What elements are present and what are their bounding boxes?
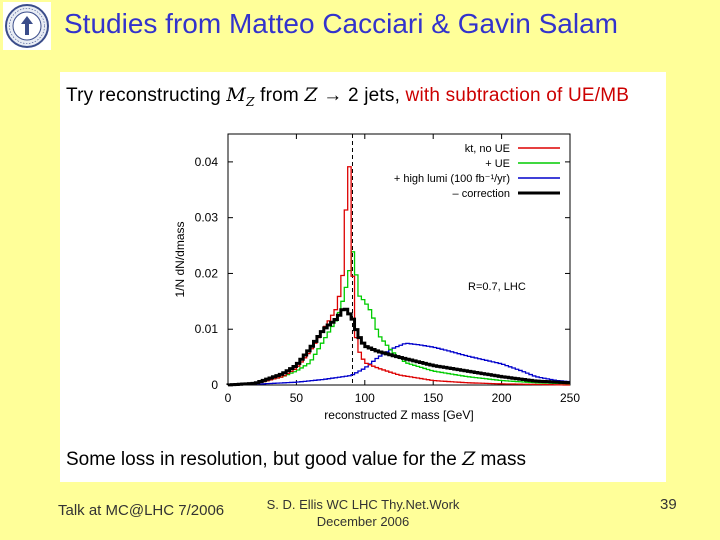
legend-label: – correction: [453, 188, 510, 200]
heading-z-symbol: Z: [304, 84, 318, 106]
y-tick-label: 0.02: [195, 266, 219, 280]
y-tick-label: 0: [211, 378, 218, 392]
footer-author: S. D. Ellis WC LHC Thy.Net.Work December…: [248, 496, 478, 530]
x-axis-label: reconstructed Z mass [GeV]: [324, 408, 473, 422]
x-tick-label: 100: [355, 391, 375, 405]
series-line-3: [227, 342, 570, 386]
y-axis-label: 1/N dN/dmass: [173, 221, 187, 297]
y-tick-label: 0.04: [195, 155, 219, 169]
y-tick-label: 0.03: [195, 211, 219, 225]
legend-label: + UE: [485, 158, 510, 170]
heading-prefix: Try reconstructing: [66, 85, 227, 106]
plot-annotation: R=0.7, LHC: [468, 281, 526, 293]
footer-talk-info: Talk at MC@LHC 7/2006: [58, 502, 225, 519]
x-tick-label: 50: [290, 391, 304, 405]
figure-panel: Try reconstructing MZ from Z → 2 jets, w…: [60, 72, 666, 482]
series-line-4: [226, 307, 570, 387]
mass-distribution-chart: 0 50 100 150 200 250 0 0.01 0.02 0.03 0.04 reconstr…: [173, 133, 580, 422]
legend-label: + high lumi (100 fb⁻¹/yr): [394, 173, 510, 185]
slide-title: Studies from Matteo Cacciari & Gavin Sal…: [64, 8, 618, 39]
x-tick-label: 0: [225, 391, 232, 405]
plot-frame: [227, 133, 571, 386]
heading-from: from: [254, 85, 305, 106]
figure-caption: Some loss in resolution, but good value …: [66, 448, 526, 471]
footer-author-line: S. D. Ellis WC LHC Thy.Net.Work: [266, 497, 460, 512]
university-seal-logo: [3, 2, 51, 50]
x-tick-label: 200: [492, 391, 512, 405]
page-number: 39: [660, 496, 677, 513]
series-line-2: [227, 251, 570, 386]
x-tick-label: 150: [423, 391, 443, 405]
footer-date: December 2006: [316, 514, 410, 529]
caption-suffix: mass: [475, 449, 526, 470]
heading-mz-symbol: MZ: [226, 84, 255, 109]
heading-arrow: → 2 jets,: [317, 85, 406, 106]
series-line-1: [227, 166, 570, 386]
heading-highlight: with subtraction of UE/MB: [405, 85, 630, 106]
y-tick-label: 0.01: [195, 322, 219, 336]
caption-z-symbol: Z: [462, 448, 476, 470]
legend-label: kt, no UE: [465, 143, 510, 155]
figure-heading: Try reconstructing MZ from Z → 2 jets, w…: [66, 84, 629, 109]
caption-prefix: Some loss in resolution, but good value …: [66, 449, 463, 470]
x-tick-label: 250: [560, 391, 580, 405]
